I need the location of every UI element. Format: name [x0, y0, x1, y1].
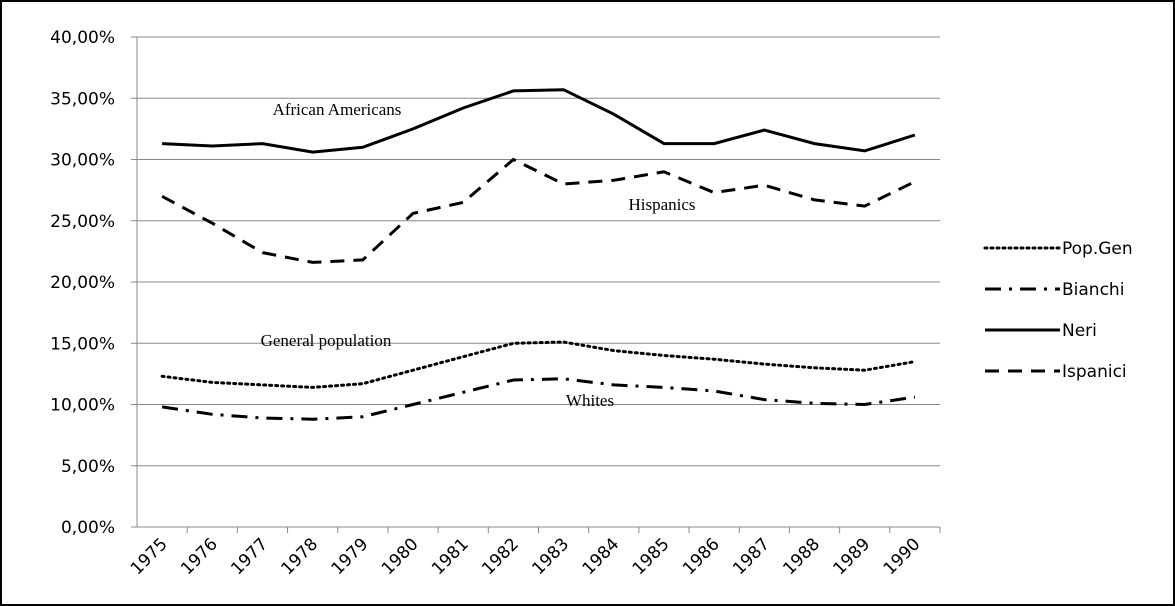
y-tick-label: 35,00% [50, 89, 115, 109]
annotation: African Americans [273, 100, 402, 119]
y-tick-label: 40,00% [50, 28, 115, 48]
y-tick-label: 15,00% [50, 334, 115, 354]
line [162, 88, 916, 154]
annotation: Whites [566, 391, 614, 410]
legend-label: Bianchi [1062, 280, 1124, 300]
y-tick-label: 0,00% [61, 518, 115, 538]
annotation: Hispanics [628, 195, 695, 214]
line [161, 377, 916, 421]
y-tick-label: 10,00% [50, 396, 115, 416]
annotation: General population [261, 331, 392, 350]
line [161, 157, 916, 264]
y-tick-label: 30,00% [50, 151, 115, 171]
y-tick-label: 5,00% [61, 457, 115, 477]
legend-label: Ispanici [1062, 362, 1127, 382]
y-tick-label: 25,00% [50, 212, 115, 232]
line [160, 340, 917, 389]
y-tick-label: 20,00% [50, 273, 115, 293]
legend-label: Pop.Gen [1062, 239, 1133, 259]
legend-label: Neri [1062, 321, 1097, 341]
